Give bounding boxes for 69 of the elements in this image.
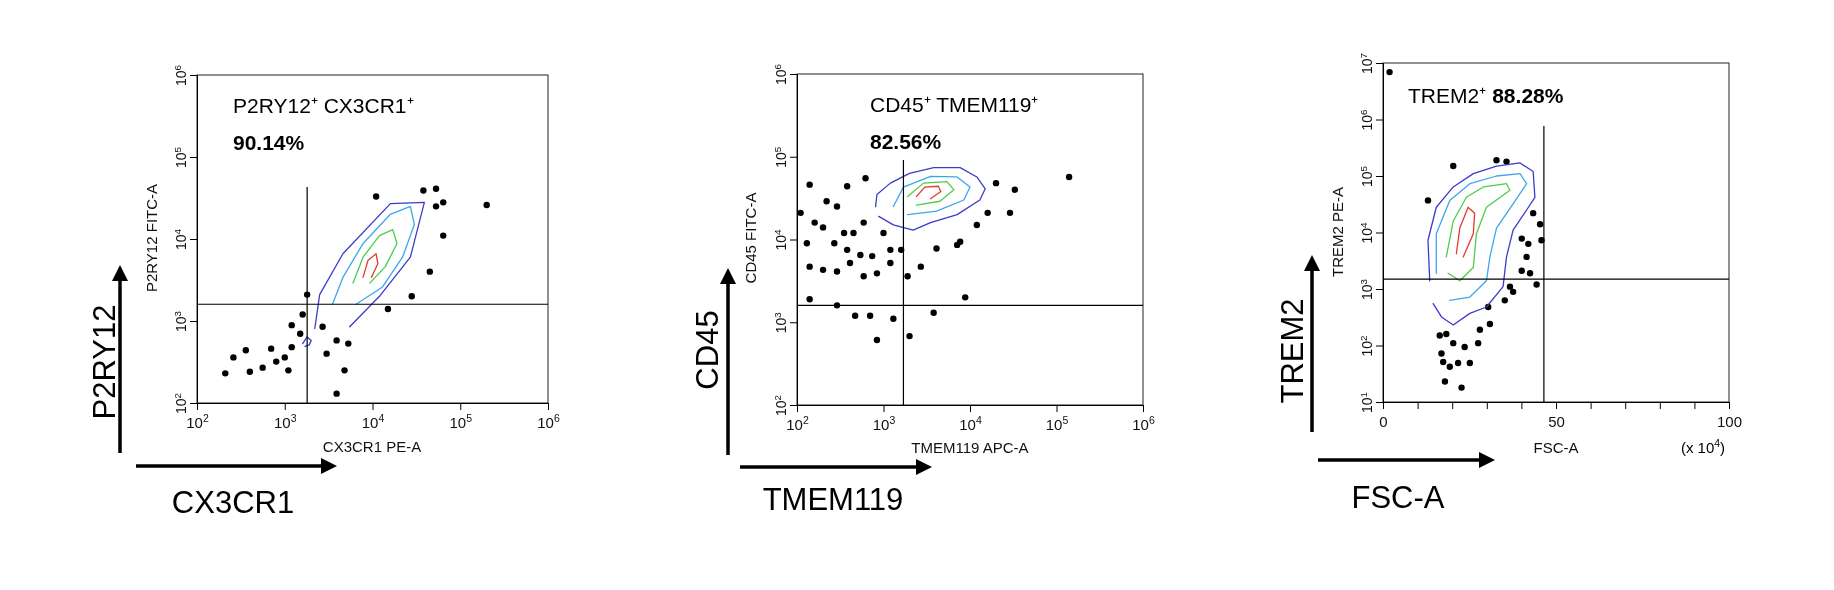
- annotation: 90.14%: [233, 131, 305, 154]
- point: [1446, 363, 1453, 370]
- y-axis-title: P2RY12 FITC-A: [143, 183, 160, 293]
- annotation: TREM2⁺: [1408, 84, 1487, 107]
- point: [1386, 68, 1393, 76]
- text: CX3CR1: [171, 485, 295, 520]
- point: [1526, 270, 1534, 277]
- point: [1436, 332, 1443, 339]
- x-axis-title: CX3CR1 PE-A: [322, 438, 422, 455]
- point: [1518, 267, 1525, 274]
- point: [1474, 339, 1482, 347]
- point: [1501, 297, 1508, 304]
- x-tick-label: 0: [1379, 413, 1388, 430]
- x-tick-label: 10$^{3}$: [273, 412, 297, 431]
- point: [1461, 343, 1468, 351]
- point: [1525, 240, 1532, 248]
- point: [1493, 157, 1500, 164]
- line-series: [1435, 173, 1528, 301]
- x-tick-label: 10$^{2}$: [186, 412, 209, 431]
- y-axis-title: CD45 FITC-A: [742, 192, 759, 284]
- line-series: [915, 185, 942, 200]
- point: [1529, 209, 1537, 217]
- line-series: [1445, 183, 1511, 282]
- point: [1536, 221, 1544, 228]
- annotation: 82.56%: [870, 130, 942, 153]
- x-axis-title: TMEM119 APC-A: [911, 439, 1029, 456]
- x-tick-label: 10$^{6}$: [1132, 414, 1155, 433]
- text: P2RY12: [87, 304, 122, 420]
- x-tick-label: 50: [1548, 413, 1565, 430]
- x-tick-label: 10$^{4}$: [361, 412, 385, 431]
- point: [1506, 283, 1514, 290]
- line-series: [1427, 162, 1536, 326]
- point: [1533, 281, 1540, 288]
- text: TMEM119: [762, 482, 904, 517]
- point: [1438, 350, 1445, 357]
- point: [1458, 384, 1465, 391]
- x-tick-label: 100: [1716, 413, 1743, 430]
- x-tick-label: 10$^{4}$: [959, 414, 982, 433]
- text: TREM2: [1275, 298, 1310, 404]
- annotation: 88.28%: [1492, 84, 1564, 107]
- x-tick-label: 10$^{3}$: [872, 414, 896, 433]
- point: [1450, 339, 1457, 347]
- point: [1518, 235, 1525, 242]
- text: (x 10$^{4}$): [1680, 437, 1726, 456]
- x-tick-label: 10$^{6}$: [537, 412, 560, 431]
- point: [1503, 158, 1510, 165]
- text: FSC-A: [1351, 480, 1445, 515]
- line-series: [1455, 206, 1476, 258]
- y-axis-title: TREM2 PE-A: [1329, 186, 1346, 278]
- point: [1509, 288, 1517, 296]
- point: [1476, 326, 1484, 333]
- point: [1440, 358, 1447, 366]
- point: [1441, 378, 1449, 385]
- annotation: CD45⁺ TMEM119⁺: [870, 93, 1039, 116]
- annotation: P2RY12⁺ CX3CR1⁺: [233, 94, 414, 117]
- x-tick-label: 10$^{5}$: [449, 412, 473, 431]
- line-series: [302, 336, 312, 348]
- x-tick-label: 10$^{2}$: [786, 414, 809, 433]
- point: [1466, 359, 1474, 367]
- point: [1424, 197, 1432, 204]
- point: [1450, 162, 1457, 170]
- x-tick-label: 10$^{5}$: [1045, 414, 1069, 433]
- line-series: [362, 253, 379, 279]
- point: [1454, 359, 1462, 367]
- point: [1443, 330, 1450, 338]
- point: [1486, 320, 1494, 328]
- text: CD45: [690, 310, 725, 390]
- point: [1523, 253, 1530, 261]
- x-axis-title: FSC-A: [1533, 439, 1579, 456]
